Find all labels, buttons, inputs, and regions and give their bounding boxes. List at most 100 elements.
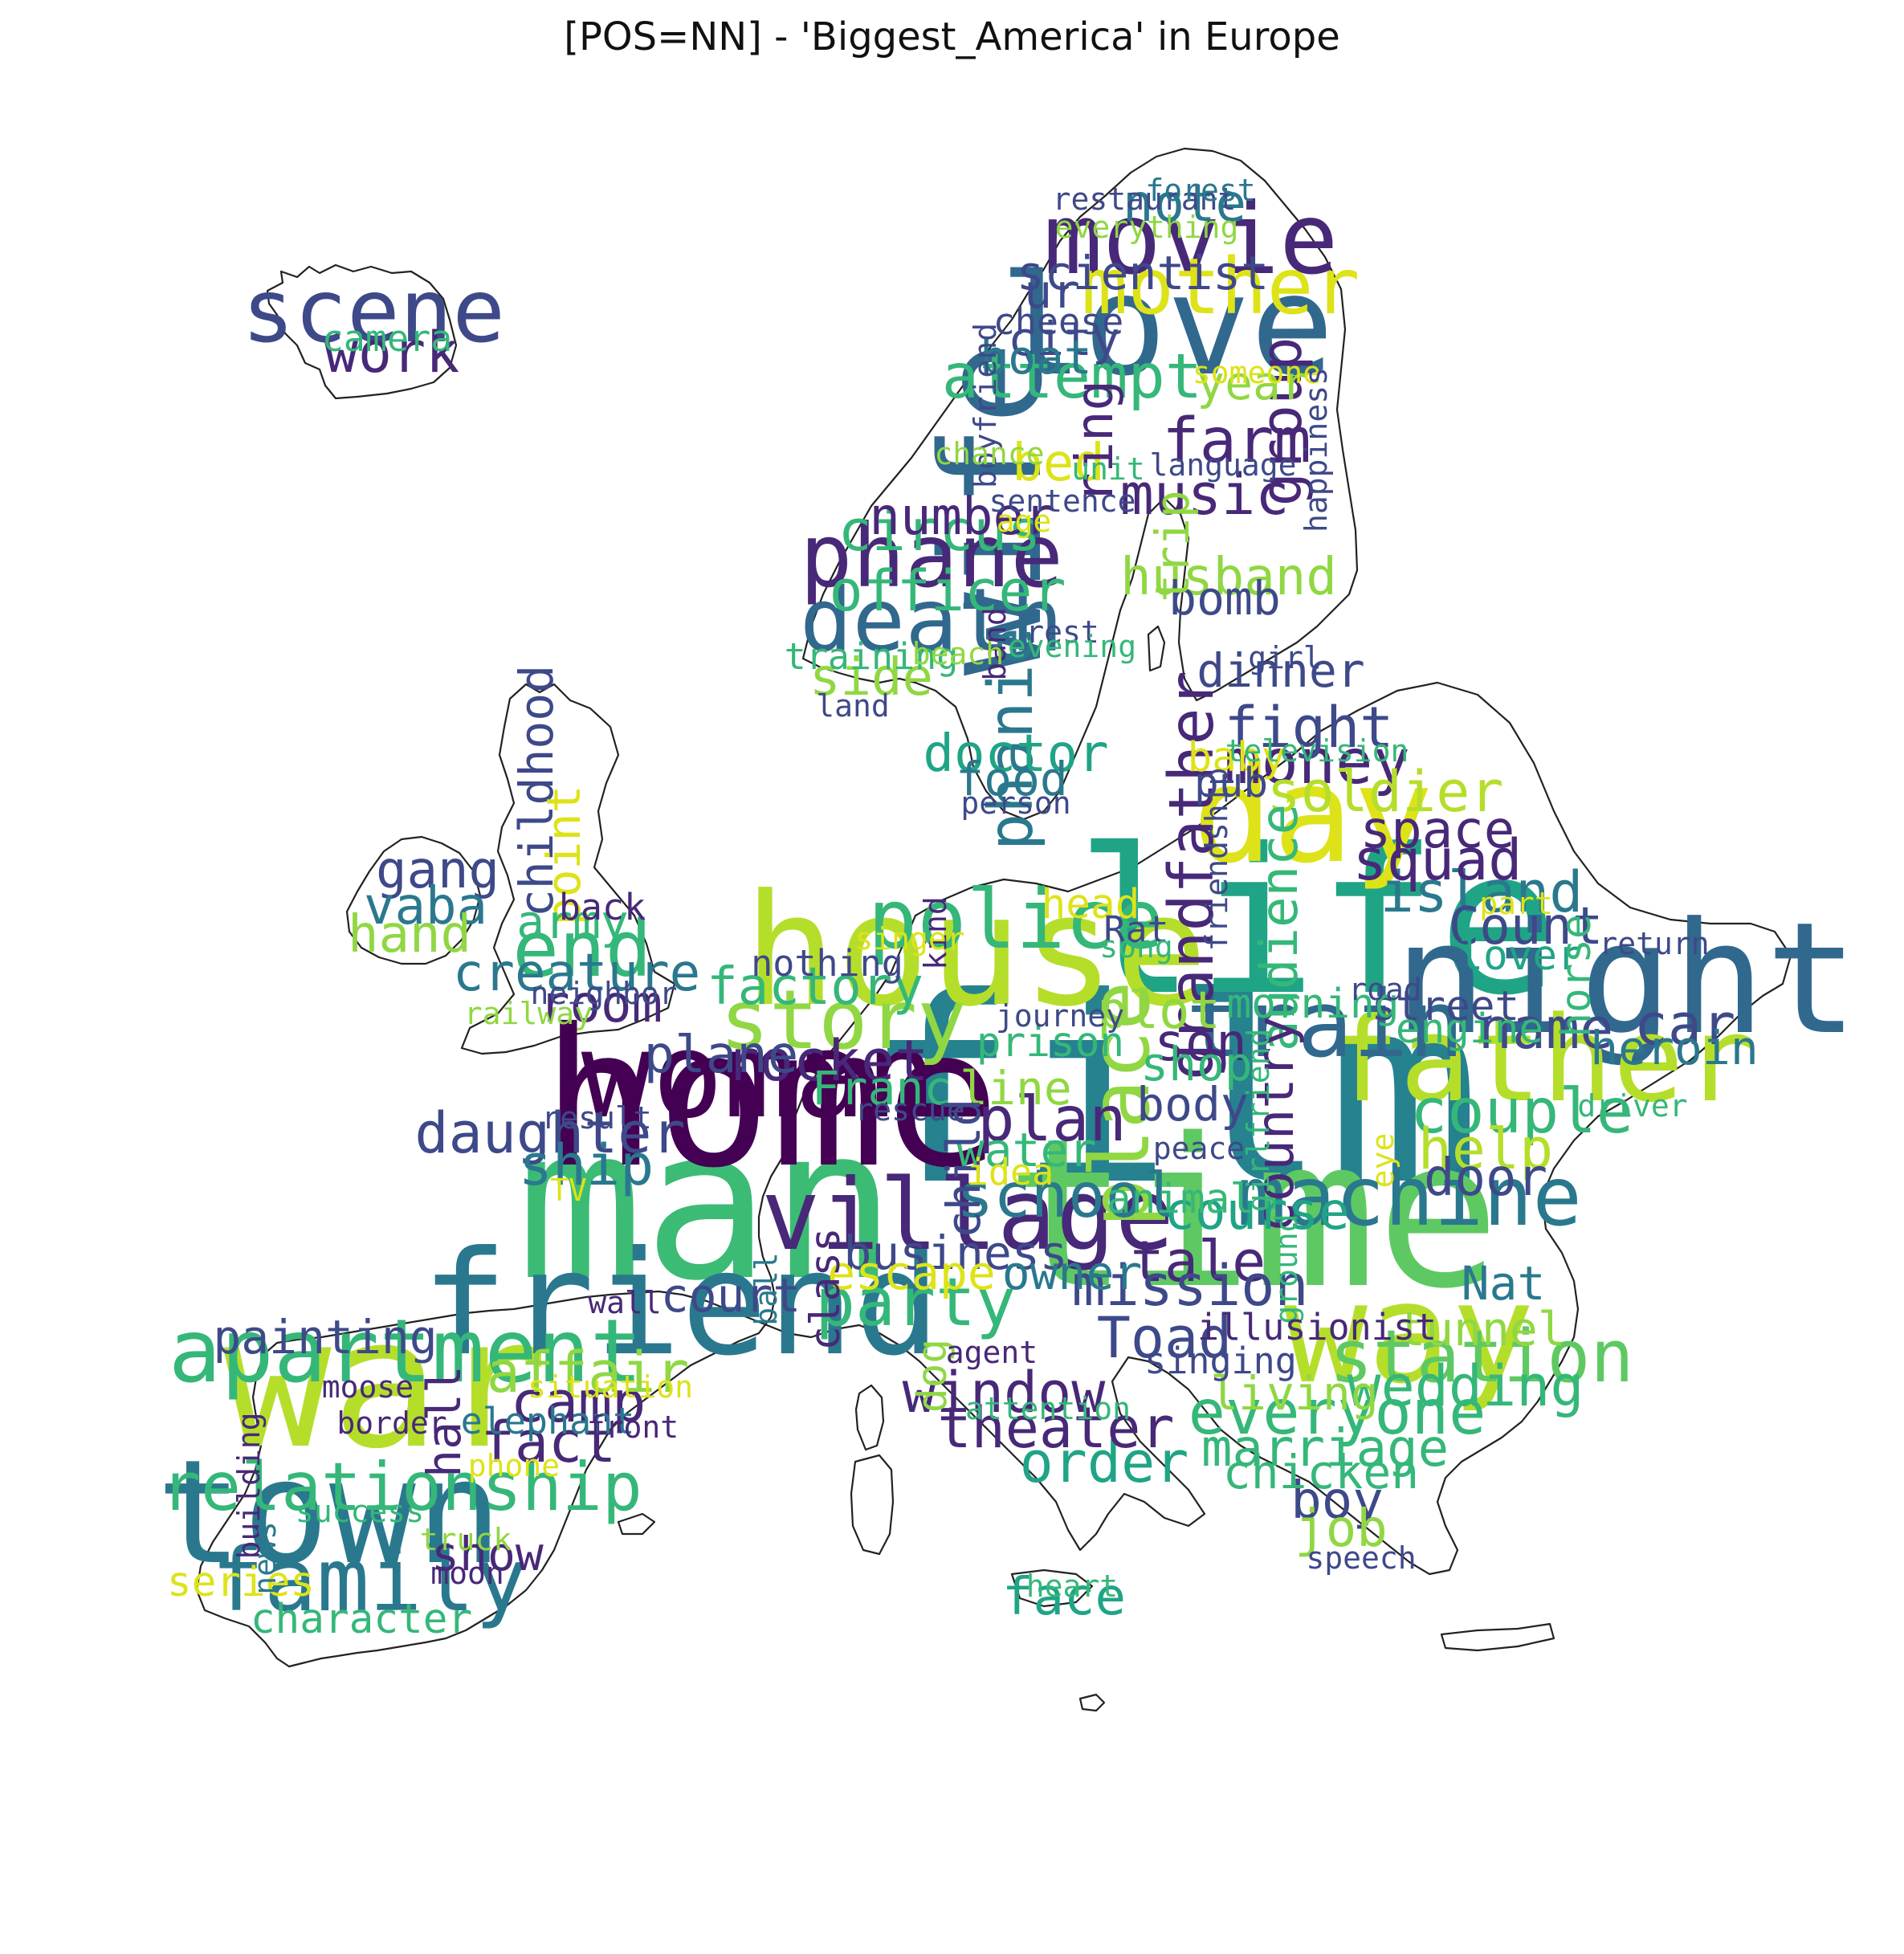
word-ship: ship [519,1132,654,1198]
coast-ireland [345,835,482,965]
word-everyone: everyone [1188,1377,1486,1449]
word-toad: Toad [1097,1305,1233,1371]
word-mother: mother [1082,242,1360,332]
word-childhood: childhood [509,665,564,917]
word-happiness: happiness [1299,367,1334,532]
word-horse: horse [1553,914,1600,1038]
word-situation: situation [528,1369,693,1405]
word-result: result [541,1100,651,1136]
word-prison: prison [976,1019,1124,1067]
word-mission: mission [1071,1253,1308,1319]
word-border: border [336,1405,446,1441]
word-rest: rest [1025,614,1099,650]
word-plot: plot [1097,981,1221,1041]
word-time: time [1005,1095,1501,1334]
word-father: father [1328,991,1755,1128]
word-squad: squad [1353,827,1523,893]
word-village: village [761,1158,1174,1272]
word-story: story [720,973,966,1068]
word-show: show [431,1527,544,1581]
word-class: class [802,1227,850,1351]
word-party: party [815,1263,1016,1341]
word-land: land [816,688,890,724]
word-morning: morning [1227,981,1400,1028]
word-girl: girl [1248,640,1322,675]
word-boyfriend: boyfriend [968,323,1003,488]
word-friendship: friendship [1199,768,1234,952]
word-friend: friend [422,1221,941,1388]
word-police: police [868,872,1164,968]
coast-cyprus [1078,1693,1106,1712]
word-food: food [956,752,1068,806]
word-theater: theater [937,1395,1174,1461]
word-rocket: rocket [726,1028,929,1094]
word-animal: animal [1107,1176,1254,1223]
word-marriage: marriage [1201,1419,1449,1479]
word-hand: hand [348,905,471,965]
word-pub: pub [1194,760,1268,807]
word-scene: scene [242,260,505,362]
word-war: war [223,1279,548,1488]
word-place: place [1073,981,1168,1227]
word-car: car [1634,992,1735,1058]
word-work: work [324,320,460,385]
word-soldier: soldier [1266,759,1503,825]
word-year: year [1197,356,1309,410]
word-song: song [1099,929,1173,965]
word-business: business [843,1226,1067,1280]
word-daughter: daughter [414,1100,685,1166]
word-restaurant: restaurant [1053,182,1237,217]
coast-corsica [854,1384,885,1451]
word-boat: boat [980,330,1092,385]
word-back: back [559,886,646,928]
word-group: group [1249,337,1315,507]
word-woman: woman [581,1007,937,1144]
word-dog: dog [909,1339,956,1413]
word-hall: hall [417,1365,471,1478]
word-job: job [1294,1499,1388,1559]
word-bomb: bomb [1168,571,1281,626]
word-moose: moose [322,1369,414,1405]
word-idea: idea [967,1151,1054,1193]
word-engine: engine [1396,1006,1543,1053]
word-building: building [231,1412,267,1559]
word-driver: driver [1577,1088,1687,1124]
word-kind: kind [918,896,953,970]
word-wall: wall [588,1285,662,1320]
word-body: body [1136,1077,1249,1132]
word-railway: railway [464,996,593,1031]
word-tv: TV [550,1173,587,1208]
word-gang: gang [376,841,499,900]
word-camera: camera [322,317,453,360]
word-moon: moon [430,1556,504,1591]
word-head: head [1042,881,1140,928]
word-factory: factory [707,957,923,1017]
word-rat: Rat [1103,908,1168,951]
word-day: day [1193,738,1433,893]
word-agent: agent [946,1335,1038,1370]
word-forest: forest [1145,173,1255,208]
word-house: house [744,862,1208,1041]
europe-outline [195,147,1792,1712]
word-life: life [1075,806,1559,1039]
word-fact: fact [481,1409,617,1475]
word-vaba: vaba [364,877,487,936]
word-door: door [1424,1148,1547,1208]
word-boy: boy [1290,1471,1384,1531]
chart-title: [POS=NN] - 'Biggest_America' in Europe [564,14,1340,59]
word-eye: eye [1365,1133,1400,1189]
word-peace: peace [1153,1131,1245,1166]
word-girlfriend: girlfriend [1241,1029,1276,1213]
word-escape: escape [827,1246,996,1300]
word-way: way [1284,1252,1535,1414]
word-part: part [1479,886,1553,921]
coast-sardinia [850,1454,895,1556]
word-town: town [156,1430,502,1597]
word-cheese: cheese [993,300,1124,343]
word-country: country [1246,1016,1306,1233]
word-ur: ur [1024,264,1080,319]
word-army: army [516,895,629,949]
word-rescue: rescue [854,1092,964,1128]
word-farm: farm [1162,406,1311,477]
